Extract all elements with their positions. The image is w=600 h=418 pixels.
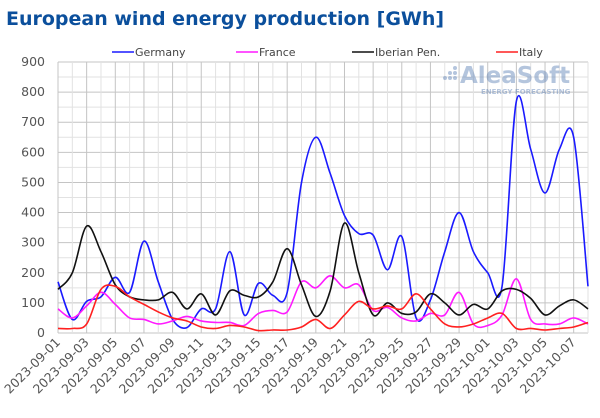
y-tick-label: 700 xyxy=(21,114,45,129)
legend-label: Iberian Pen. xyxy=(375,46,440,59)
series-line-france xyxy=(57,274,589,329)
chart-title: European wind energy production [GWh] xyxy=(6,8,444,30)
legend-label: Italy xyxy=(519,46,543,59)
legend-label: Germany xyxy=(135,46,186,59)
y-tick-label: 0 xyxy=(37,325,45,340)
series-line-italy xyxy=(57,284,589,332)
y-tick-label: 400 xyxy=(21,205,45,220)
y-axis: 0 100 200 300 400 500 600 700 800 900 xyxy=(21,54,45,340)
y-tick-label: 900 xyxy=(21,54,45,69)
aleasoft-logo: AleaSoft ENERGY FORECASTING xyxy=(443,63,571,96)
y-tick-label: 200 xyxy=(21,265,45,280)
series-line-germany xyxy=(57,95,589,329)
y-tick-label: 800 xyxy=(21,84,45,99)
legend-label: France xyxy=(259,46,296,59)
legend: Germany France Iberian Pen. Italy xyxy=(112,46,543,59)
svg-text:AleaSoft: AleaSoft xyxy=(460,63,570,89)
series-lines xyxy=(57,95,589,332)
svg-text:ENERGY FORECASTING: ENERGY FORECASTING xyxy=(481,88,571,96)
y-tick-label: 500 xyxy=(21,174,45,189)
y-tick-label: 100 xyxy=(21,295,45,310)
y-tick-label: 300 xyxy=(21,235,45,250)
x-axis: 2023-09-012023-09-032023-09-052023-09-07… xyxy=(1,334,579,396)
series-line-iberian-pen xyxy=(57,222,589,318)
y-tick-label: 600 xyxy=(21,144,45,159)
